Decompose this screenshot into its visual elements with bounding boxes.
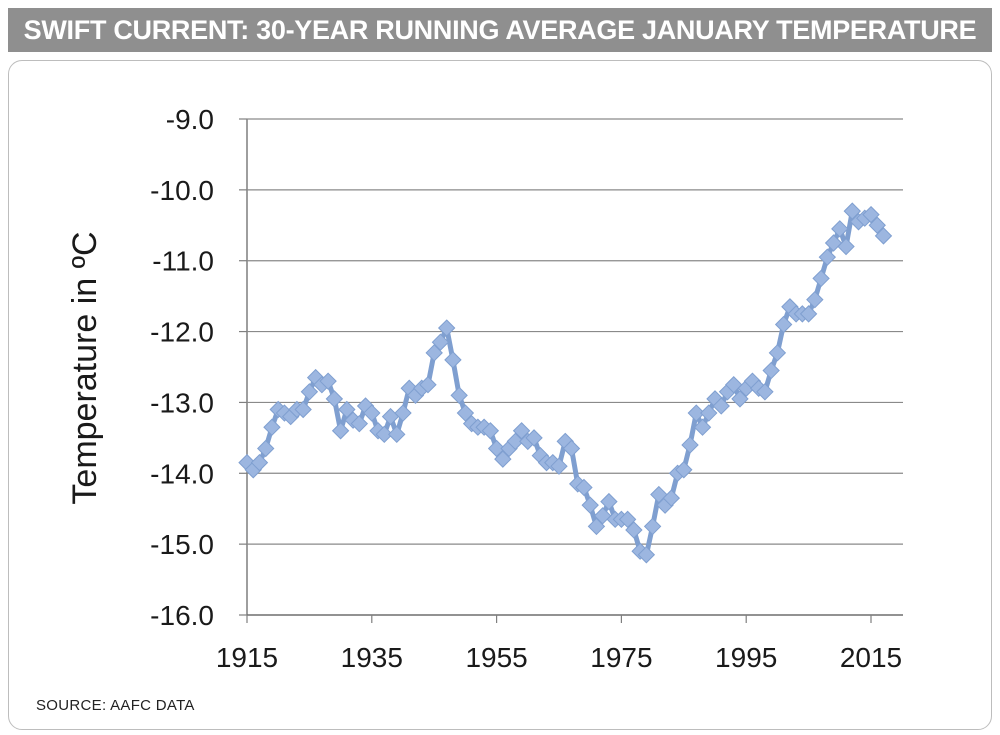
data-point <box>831 220 849 238</box>
data-point <box>693 418 712 436</box>
data-point <box>681 436 699 454</box>
data-point <box>818 248 837 266</box>
data-point <box>712 397 730 415</box>
chart-title: SWIFT CURRENT: 30-YEAR RUNNING AVERAGE J… <box>23 15 977 45</box>
data-point <box>363 404 381 422</box>
data-point <box>300 383 319 401</box>
data-point <box>843 202 861 220</box>
data-point <box>562 439 581 458</box>
data-point <box>338 400 356 419</box>
data-point <box>812 269 830 288</box>
y-tick-label: -13.0 <box>150 387 214 418</box>
data-point <box>700 404 718 422</box>
data-point <box>868 216 886 234</box>
data-point <box>419 376 437 394</box>
data-point <box>824 234 843 252</box>
data-point <box>768 344 787 362</box>
data-point <box>481 422 500 440</box>
data-point <box>806 290 824 309</box>
x-tick-label: 1935 <box>341 642 403 673</box>
data-point <box>494 450 512 468</box>
data-point <box>431 333 450 351</box>
data-point <box>662 489 681 507</box>
data-point <box>506 432 525 451</box>
x-tick-label: 2015 <box>840 642 902 673</box>
gridlines <box>239 118 903 623</box>
data-point <box>294 400 312 419</box>
y-tick-label: -15.0 <box>150 529 214 560</box>
data-point <box>437 319 456 337</box>
data-point <box>425 344 443 362</box>
y-tick-label: -9.0 <box>166 104 214 135</box>
data-point <box>375 425 393 444</box>
y-tick-label: -14.0 <box>150 458 214 489</box>
data-point <box>456 404 475 422</box>
data-point <box>512 422 531 440</box>
x-tick-label: 1995 <box>715 642 777 673</box>
data-point <box>799 305 818 323</box>
x-tick-labels: 1915 1935 1955 1975 1995 2015 <box>216 642 902 673</box>
data-point <box>625 521 643 539</box>
x-tick-label: 1955 <box>465 642 527 673</box>
y-axis-label: Temperature in ºC <box>66 231 104 504</box>
data-point <box>388 425 406 444</box>
data-point <box>381 407 400 426</box>
source-note: SOURCE: AAFC DATA <box>36 697 195 714</box>
y-tick-label: -10.0 <box>150 175 214 206</box>
data-point <box>874 227 893 245</box>
data-point <box>725 376 743 394</box>
data-point <box>250 453 269 472</box>
data-point <box>637 546 656 564</box>
data-point <box>600 492 618 511</box>
data-point <box>257 439 275 458</box>
data-point <box>762 361 780 380</box>
data-point <box>487 439 506 458</box>
data-point <box>756 383 774 401</box>
title-bar: SWIFT CURRENT: 30-YEAR RUNNING AVERAGE J… <box>8 8 992 52</box>
y-tick-labels: -9.0 -10.0 -11.0 -12.0 -13.0 -14.0 -15.0 -16.0 <box>150 104 214 631</box>
data-point <box>263 418 281 436</box>
series-line <box>244 208 886 558</box>
data-point <box>319 372 337 390</box>
chart-panel <box>8 60 992 730</box>
y-tick-label: -16.0 <box>150 600 214 631</box>
data-point <box>450 386 468 405</box>
data-point <box>687 404 705 422</box>
data-point <box>593 507 612 525</box>
data-point <box>675 461 693 479</box>
data-point <box>394 404 412 422</box>
data-point <box>581 496 599 514</box>
y-tick-label: -11.0 <box>152 246 214 277</box>
data-point <box>444 351 462 369</box>
data-point <box>550 457 568 475</box>
x-tick-label: 1915 <box>216 642 278 673</box>
data-point <box>862 205 880 224</box>
data-point <box>774 315 793 334</box>
data-point <box>837 237 855 256</box>
data-point <box>618 510 637 529</box>
temperature-series <box>238 202 893 564</box>
data-point <box>731 390 749 408</box>
data-point <box>525 429 543 447</box>
x-tick-label: 1975 <box>590 642 652 673</box>
data-point <box>643 517 662 536</box>
data-point <box>325 390 344 408</box>
data-point <box>650 485 668 504</box>
data-point <box>587 517 606 536</box>
data-point <box>331 422 350 440</box>
data-point <box>350 414 369 433</box>
data-point <box>575 478 593 497</box>
y-tick-label: -12.0 <box>150 317 214 348</box>
